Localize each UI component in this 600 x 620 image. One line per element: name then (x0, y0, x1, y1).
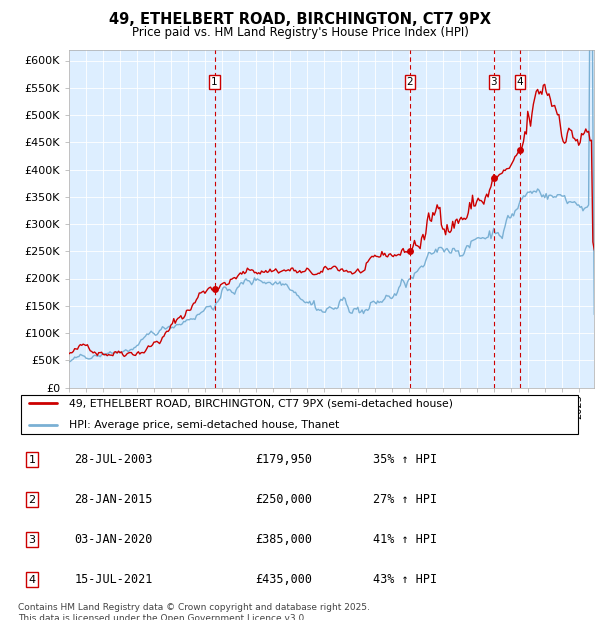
Text: 28-JUL-2003: 28-JUL-2003 (74, 453, 153, 466)
Text: 49, ETHELBERT ROAD, BIRCHINGTON, CT7 9PX (semi-detached house): 49, ETHELBERT ROAD, BIRCHINGTON, CT7 9PX… (69, 399, 453, 409)
Text: 4: 4 (29, 575, 35, 585)
Text: 03-JAN-2020: 03-JAN-2020 (74, 533, 153, 546)
Text: Price paid vs. HM Land Registry's House Price Index (HPI): Price paid vs. HM Land Registry's House … (131, 26, 469, 39)
Text: 27% ↑ HPI: 27% ↑ HPI (373, 493, 437, 506)
Text: 35% ↑ HPI: 35% ↑ HPI (373, 453, 437, 466)
Text: £250,000: £250,000 (255, 493, 312, 506)
Text: 1: 1 (211, 77, 218, 87)
Text: 3: 3 (29, 534, 35, 544)
Text: 2: 2 (29, 495, 35, 505)
Text: 43% ↑ HPI: 43% ↑ HPI (373, 573, 437, 586)
Text: Contains HM Land Registry data © Crown copyright and database right 2025.
This d: Contains HM Land Registry data © Crown c… (18, 603, 370, 620)
Text: 15-JUL-2021: 15-JUL-2021 (74, 573, 153, 586)
Text: 49, ETHELBERT ROAD, BIRCHINGTON, CT7 9PX: 49, ETHELBERT ROAD, BIRCHINGTON, CT7 9PX (109, 12, 491, 27)
Text: 28-JAN-2015: 28-JAN-2015 (74, 493, 153, 506)
FancyBboxPatch shape (21, 395, 578, 434)
Text: 41% ↑ HPI: 41% ↑ HPI (373, 533, 437, 546)
Text: 3: 3 (491, 77, 497, 87)
Text: HPI: Average price, semi-detached house, Thanet: HPI: Average price, semi-detached house,… (69, 420, 339, 430)
Text: £435,000: £435,000 (255, 573, 312, 586)
Text: 2: 2 (407, 77, 413, 87)
Text: £385,000: £385,000 (255, 533, 312, 546)
Text: 4: 4 (517, 77, 523, 87)
Text: 1: 1 (29, 454, 35, 464)
Text: £179,950: £179,950 (255, 453, 312, 466)
